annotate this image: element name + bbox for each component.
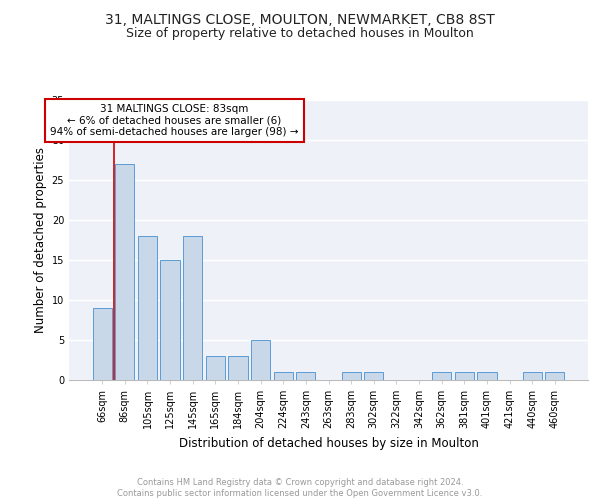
Bar	[138, 236, 157, 380]
Bar	[523, 372, 542, 380]
Text: Size of property relative to detached houses in Moulton: Size of property relative to detached ho…	[126, 28, 474, 40]
Bar	[274, 372, 293, 380]
Bar	[229, 356, 248, 380]
Bar	[341, 372, 361, 380]
Bar	[206, 356, 225, 380]
Bar	[296, 372, 316, 380]
Bar	[364, 372, 383, 380]
Bar	[115, 164, 134, 380]
Bar	[432, 372, 451, 380]
Y-axis label: Number of detached properties: Number of detached properties	[34, 147, 47, 333]
Text: Contains HM Land Registry data © Crown copyright and database right 2024.
Contai: Contains HM Land Registry data © Crown c…	[118, 478, 482, 498]
Text: 31 MALTINGS CLOSE: 83sqm
← 6% of detached houses are smaller (6)
94% of semi-det: 31 MALTINGS CLOSE: 83sqm ← 6% of detache…	[50, 104, 299, 137]
Bar	[251, 340, 270, 380]
Bar	[92, 308, 112, 380]
X-axis label: Distribution of detached houses by size in Moulton: Distribution of detached houses by size …	[179, 436, 478, 450]
Bar	[455, 372, 474, 380]
Bar	[477, 372, 497, 380]
Bar	[545, 372, 565, 380]
Text: 31, MALTINGS CLOSE, MOULTON, NEWMARKET, CB8 8ST: 31, MALTINGS CLOSE, MOULTON, NEWMARKET, …	[105, 12, 495, 26]
Bar	[183, 236, 202, 380]
Bar	[160, 260, 180, 380]
